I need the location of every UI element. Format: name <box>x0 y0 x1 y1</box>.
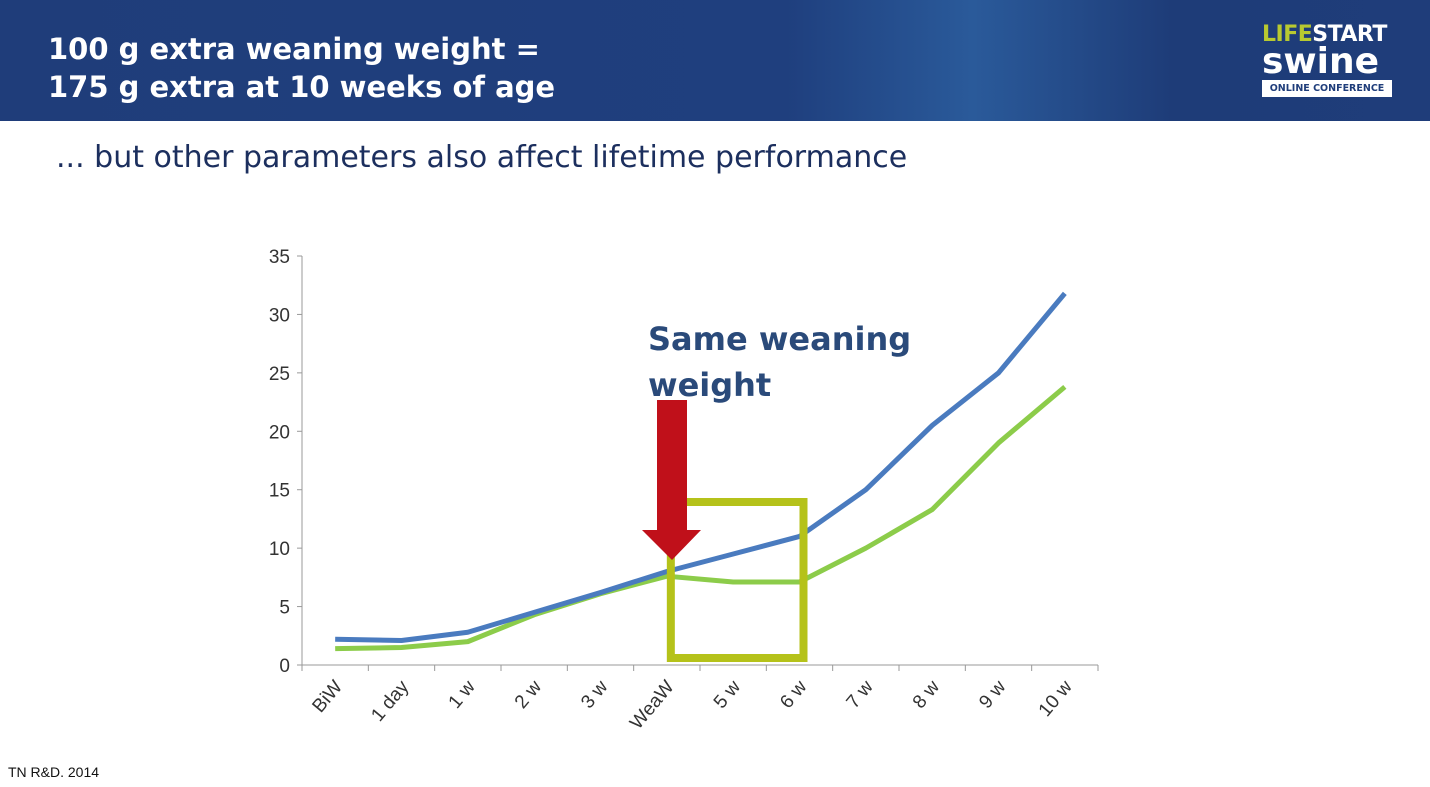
x-tick-label: 10 w <box>1035 677 1077 721</box>
x-tick-label: BiW <box>309 677 348 717</box>
source-footnote: TN R&D. 2014 <box>8 764 100 780</box>
y-tick-label: 5 <box>279 598 290 619</box>
slide-title: 100 g extra weaning weight = 175 g extra… <box>48 32 556 104</box>
logo-start: START <box>1312 22 1387 47</box>
y-tick-label: 10 <box>269 539 290 560</box>
y-tick-label: 20 <box>269 422 290 443</box>
header-banner: 100 g extra weaning weight = 175 g extra… <box>0 0 1430 121</box>
x-tick-label: 3 w <box>577 677 612 713</box>
x-tick-label: 9 w <box>975 677 1010 713</box>
x-tick-label: 2 w <box>511 677 546 713</box>
series-line-blue <box>335 291 1067 643</box>
logo-swine: swine <box>1262 41 1380 82</box>
y-tick-label: 35 <box>269 247 290 268</box>
logo-conference: ONLINE CONFERENCE <box>1262 80 1392 97</box>
slide-subtitle: ... but other parameters also affect lif… <box>56 140 908 175</box>
x-tick-label: 6 w <box>776 677 811 713</box>
y-tick-label: 0 <box>279 656 290 677</box>
x-tick-label: 5 w <box>710 677 745 713</box>
series-line-green <box>335 384 1067 652</box>
x-tick-label: 1 day <box>367 676 413 725</box>
x-tick-label: 8 w <box>909 677 944 713</box>
highlight-box <box>666 498 808 662</box>
x-tick-label: WeaW <box>626 677 679 734</box>
annotation-line: weight <box>648 366 771 404</box>
y-tick-label: 15 <box>269 481 290 502</box>
annotation-line: Same weaning <box>648 320 911 358</box>
x-tick-label: 7 w <box>843 677 878 713</box>
x-tick-label: 1 w <box>445 677 480 713</box>
red-arrow-icon <box>642 400 701 560</box>
y-tick-label: 25 <box>269 364 290 385</box>
y-tick-label: 30 <box>269 305 290 326</box>
lifestart-swine-logo: LIFESTART swine ONLINE CONFERENCE <box>1262 24 1394 97</box>
logo-life: LIFE <box>1262 22 1313 47</box>
